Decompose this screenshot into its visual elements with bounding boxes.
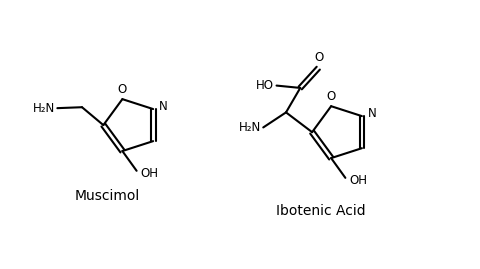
Text: H₂N: H₂N: [239, 121, 261, 134]
Text: N: N: [159, 100, 168, 113]
Text: O: O: [118, 83, 127, 96]
Text: H₂N: H₂N: [33, 102, 55, 115]
Text: Muscimol: Muscimol: [74, 189, 140, 203]
Text: OH: OH: [349, 174, 367, 187]
Text: N: N: [368, 107, 376, 120]
Text: O: O: [326, 90, 336, 103]
Text: O: O: [314, 51, 324, 64]
Text: HO: HO: [256, 79, 274, 92]
Text: OH: OH: [141, 167, 158, 180]
Text: Ibotenic Acid: Ibotenic Acid: [276, 204, 365, 218]
